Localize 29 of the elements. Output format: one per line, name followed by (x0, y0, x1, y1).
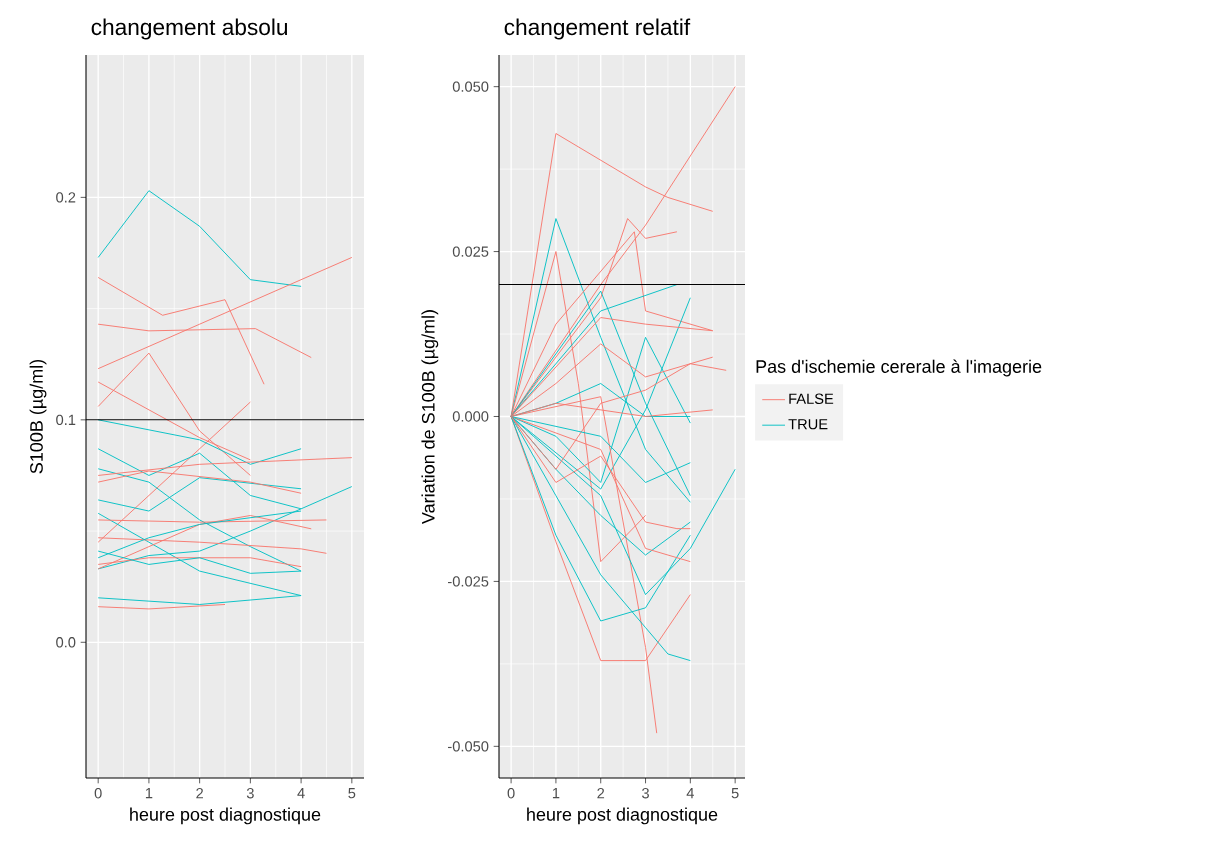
y-tick-label: 0.0 (56, 637, 76, 648)
x-tick-label: 4 (297, 788, 305, 799)
x-tick-label: 1 (145, 788, 153, 799)
x-tick-label: 2 (196, 788, 203, 799)
y-tick-label: -0.050 (448, 741, 489, 752)
y-axis-title: Variation de S100B (µg/ml) (421, 310, 439, 524)
x-tick-label: 0 (94, 788, 102, 799)
legend-label: FALSE (789, 393, 834, 404)
y-tick-label: 0.1 (56, 414, 76, 426)
x-axis-title: heure post diagnostique (527, 807, 718, 825)
y-tick-label: 0.2 (56, 192, 76, 203)
x-axis-title: heure post diagnostique (130, 807, 321, 825)
x-tick-label: 0 (507, 788, 515, 799)
legend-label: TRUE (788, 419, 828, 430)
legend-title: Pas d'ischemie cererale à l'imagerie (756, 359, 1042, 377)
y-tick-label: -0.025 (448, 576, 489, 587)
x-tick-label: 4 (686, 788, 694, 799)
y-tick-label: 0.050 (452, 81, 489, 92)
x-tick-label: 5 (348, 788, 356, 799)
chart-title: changement absolu (91, 18, 287, 40)
chart-title: changement relatif (504, 18, 691, 40)
x-tick-label: 1 (552, 788, 560, 799)
x-tick-label: 5 (731, 788, 739, 799)
x-tick-label: 3 (246, 788, 254, 799)
x-tick-label: 3 (642, 788, 649, 799)
y-tick-label: 0.000 (452, 411, 489, 422)
x-tick-label: 2 (597, 788, 605, 799)
y-axis-title: S100B (µg/ml) (29, 359, 47, 474)
y-tick-label: 0.025 (452, 246, 489, 257)
